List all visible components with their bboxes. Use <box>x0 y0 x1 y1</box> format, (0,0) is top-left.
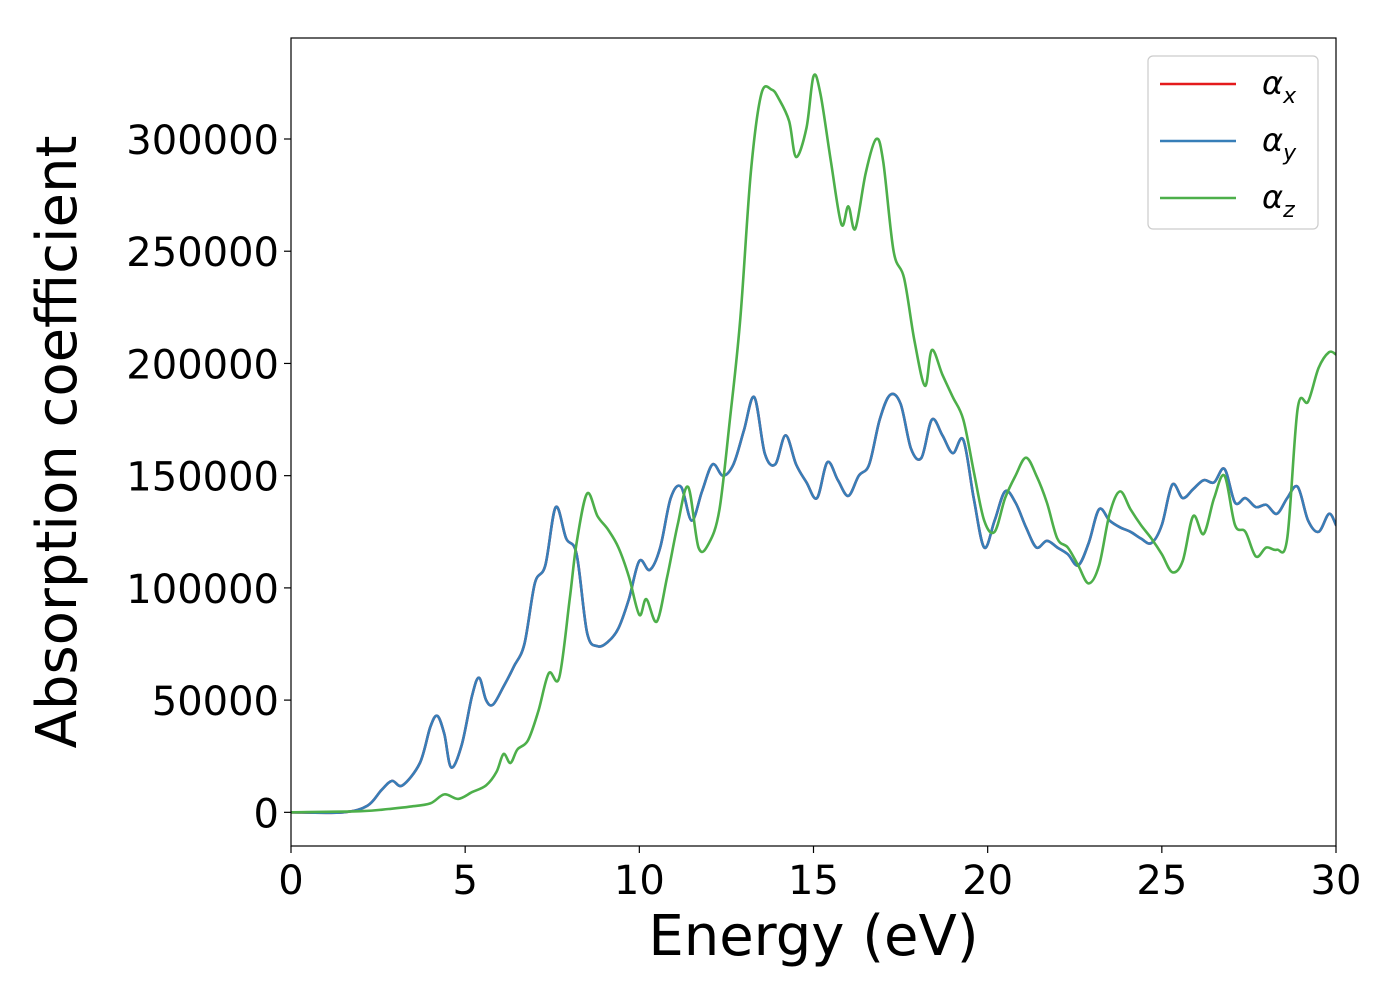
x-tick-label: 30 <box>1311 858 1362 904</box>
y-axis-label: Absorption coefficient <box>25 136 90 749</box>
y-tick-label: 300000 <box>126 118 279 164</box>
x-axis-ticks: 0 5 10 15 20 25 30 <box>278 846 1361 904</box>
legend-label: αz <box>1262 178 1295 223</box>
y-axis-ticks: 0 50000 100000 150000 200000 250000 300000 <box>126 118 291 837</box>
y-tick-label: 100000 <box>126 567 279 613</box>
y-tick-label: 0 <box>254 791 279 837</box>
series-line-y <box>291 392 1336 815</box>
y-tick-label: 200000 <box>126 342 279 388</box>
y-tick-label: 250000 <box>126 230 279 276</box>
x-tick-label: 15 <box>788 858 839 904</box>
y-tick-label: 50000 <box>152 679 279 725</box>
x-tick-label: 5 <box>452 858 477 904</box>
x-tick-label: 20 <box>962 858 1013 904</box>
x-axis-label: Energy (eV) <box>648 904 978 969</box>
x-tick-label: 25 <box>1136 858 1187 904</box>
x-tick-label: 0 <box>278 858 303 904</box>
series-line-z <box>291 73 1336 814</box>
legend-box <box>1147 55 1319 230</box>
x-tick-label: 10 <box>614 858 665 904</box>
y-tick-label: 150000 <box>126 455 279 501</box>
series-layer <box>291 73 1336 815</box>
